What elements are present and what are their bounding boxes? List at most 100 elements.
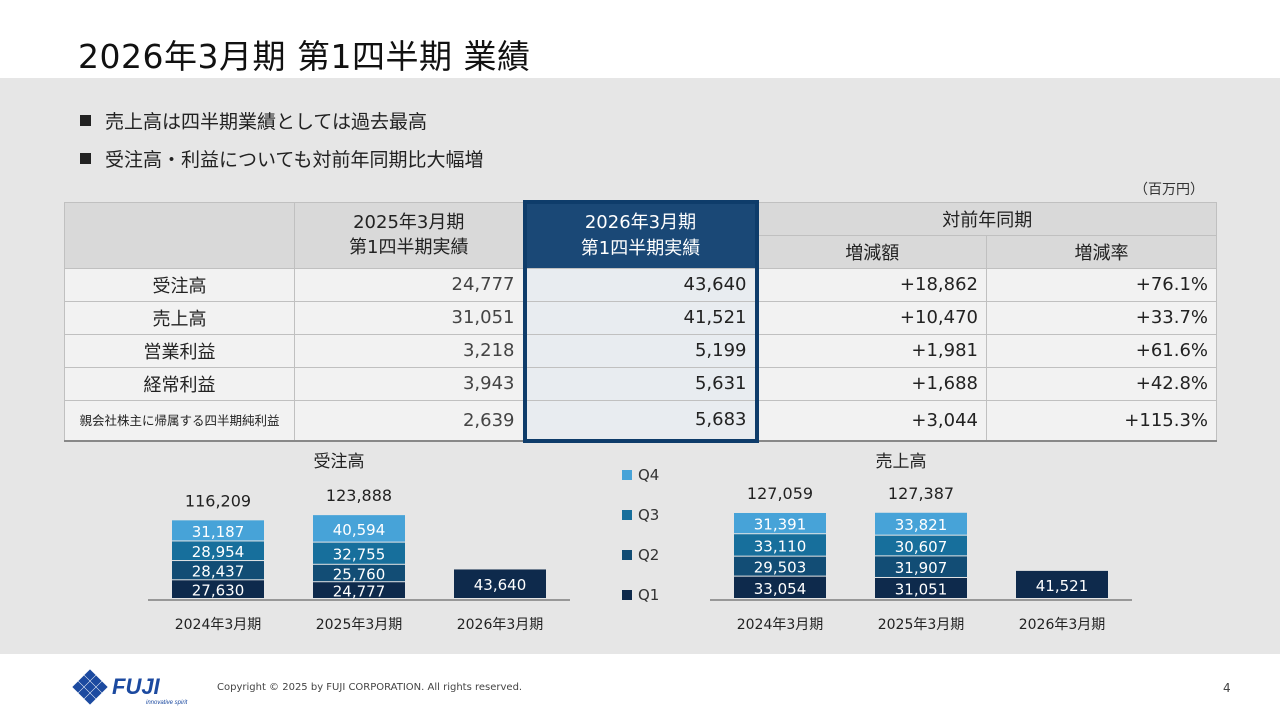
unit-label: （百万円） (1134, 182, 1204, 198)
row-label: 経常利益 (64, 366, 295, 401)
bar-value-label: 30,607 (895, 538, 948, 556)
bar-segment-q3 (875, 535, 967, 556)
rate-value: +115.3% (986, 399, 1217, 442)
bar-segment-q3 (172, 541, 264, 561)
bar-value-label: 27,630 (192, 582, 245, 600)
rate-value: +42.8% (986, 366, 1217, 401)
header-diff: 増減額 (756, 234, 987, 269)
category-label: 2026年3月期 (457, 617, 544, 633)
legend-item-q2: Q2 (622, 546, 659, 564)
bar-segment-q2 (172, 561, 264, 580)
bar-segment-q4 (172, 520, 264, 541)
results-table: 2025年3月期 第1四半期実績 2026年3月期 第1四半期実績 対前年同期 … (64, 200, 1217, 443)
bar-segment-q1 (875, 577, 967, 598)
rate-value: +61.6% (986, 333, 1217, 368)
bar-segment-q1 (172, 580, 264, 598)
bar-segment-q2 (734, 556, 826, 576)
bar-segment-q2 (875, 556, 967, 577)
header-prev-line1: 2025年3月期 (353, 212, 465, 233)
bullet-list: 売上高は四半期業績としては過去最高 受注高・利益についても対前年同期比大幅増 (80, 108, 483, 184)
current-value: 5,199 (522, 333, 759, 368)
bullet-item: 受注高・利益についても対前年同期比大幅増 (80, 146, 484, 171)
prev-value: 31,051 (294, 300, 525, 335)
current-value: 41,521 (522, 300, 759, 335)
header-prev-line2: 第1四半期実績 (349, 237, 469, 258)
table-row: 売上高 31,051 41,521 +10,470 +33.7% (64, 300, 1217, 335)
q4-swatch (622, 470, 632, 480)
bar-value-label: 29,503 (754, 559, 807, 577)
diff-value: +3,044 (756, 399, 987, 442)
logo-text: FUJI (112, 674, 161, 699)
rate-value: +76.1% (986, 267, 1217, 302)
diff-value: +1,688 (756, 366, 987, 401)
bar-segment-q3 (313, 542, 405, 564)
bar-value-label: 28,437 (192, 563, 245, 581)
header-rate: 増減率 (986, 234, 1217, 269)
bar-value-label: 31,187 (192, 523, 245, 541)
prev-value: 2,639 (294, 399, 525, 442)
bar-value-label: 25,760 (333, 566, 386, 584)
bar-total-label: 127,387 (888, 484, 954, 503)
page-number: 4 (1223, 681, 1231, 695)
bar-total-label: 127,059 (747, 484, 813, 503)
bullet-item: 売上高は四半期業績としては過去最高 (80, 108, 483, 133)
bar-value-label: 40,594 (333, 521, 386, 539)
bar-value-label: 24,777 (333, 583, 386, 601)
q3-swatch (622, 510, 632, 520)
bullet-text: 売上高は四半期業績としては過去最高 (105, 110, 428, 133)
table-row: 受注高 24,777 43,640 +18,862 +76.1% (64, 267, 1217, 302)
orders-chart: 受注高 27,630 28,437 28,954 31,187 116,209 2024年3… (148, 448, 570, 648)
bar-value-label: 43,640 (474, 576, 527, 594)
category-label: 2025年3月期 (316, 617, 403, 633)
current-value: 43,640 (522, 267, 759, 302)
bar-total-label: 116,209 (185, 491, 251, 510)
header-blank (64, 201, 295, 269)
table-row: 親会社株主に帰属する四半期純利益 2,639 5,683 +3,044 +115… (64, 399, 1217, 443)
legend-label: Q1 (638, 586, 660, 604)
bar-segment-q3 (734, 534, 826, 556)
category-label: 2024年3月期 (737, 617, 824, 633)
diff-value: +1,981 (756, 333, 987, 368)
category-label: 2026年3月期 (1019, 617, 1106, 633)
bar-segment-q4 (875, 512, 967, 535)
category-label: 2025年3月期 (878, 617, 965, 633)
bar-segment-q1 (313, 582, 405, 598)
diff-value: +10,470 (756, 300, 987, 335)
bar-value-label: 33,054 (754, 580, 807, 598)
bar-segment-q4 (313, 515, 405, 542)
q2-swatch (622, 550, 632, 560)
square-bullet-icon (80, 114, 91, 126)
bar-total-label: 123,888 (326, 486, 392, 505)
table-row: 経常利益 3,943 5,631 +1,688 +42.8% (64, 366, 1217, 401)
header-current: 2026年3月期 第1四半期実績 (522, 200, 759, 268)
square-bullet-icon (80, 152, 91, 164)
bar-value-label: 31,907 (895, 559, 948, 577)
q1-swatch (622, 590, 632, 600)
bar-value-label: 33,821 (895, 516, 948, 534)
legend-label: Q4 (638, 466, 660, 484)
current-value: 5,631 (522, 366, 759, 401)
bar-value-label: 32,755 (333, 546, 386, 564)
bullet-text: 受注高・利益についても対前年同期比大幅増 (105, 148, 484, 171)
prev-value: 24,777 (294, 267, 525, 302)
chart-title: 受注高 (314, 452, 365, 472)
bar-segment-q1 (1016, 570, 1108, 598)
header-yoy: 対前年同期 (756, 201, 1217, 236)
legend-item-q3: Q3 (622, 506, 659, 524)
category-label: 2024年3月期 (175, 617, 262, 633)
bar-segment-q1 (734, 576, 826, 598)
header-cur-line1: 2026年3月期 (584, 211, 697, 233)
bar-segment-q4 (734, 512, 826, 534)
logo-tagline: innovative spirit (146, 700, 188, 706)
bar-value-label: 31,051 (895, 580, 948, 598)
legend-item-q4: Q4 (622, 466, 659, 484)
legend-label: Q3 (638, 506, 660, 524)
header-prev: 2025年3月期 第1四半期実績 (294, 201, 525, 269)
page-title: 2026年3月期 第1四半期 業績 (78, 37, 531, 76)
row-label: 売上高 (64, 300, 295, 335)
bar-segment-q2 (313, 564, 405, 582)
diff-value: +18,862 (756, 267, 987, 302)
header-cur-line2: 第1四半期実績 (580, 237, 701, 259)
legend-label: Q2 (638, 546, 660, 564)
bar-value-label: 41,521 (1036, 577, 1089, 595)
